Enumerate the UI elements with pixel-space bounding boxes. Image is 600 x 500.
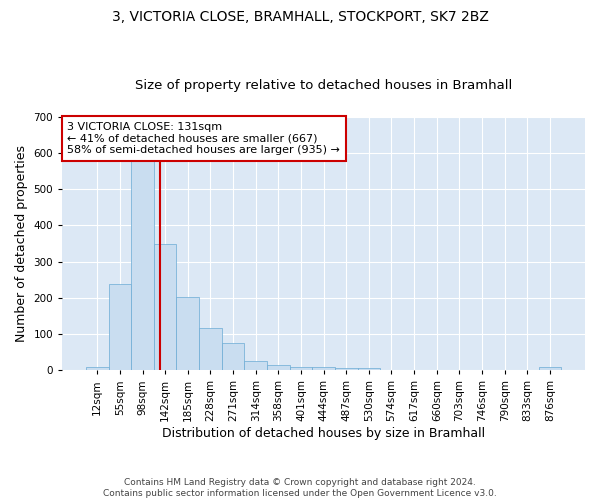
Title: Size of property relative to detached houses in Bramhall: Size of property relative to detached ho… (135, 79, 512, 92)
Text: 3 VICTORIA CLOSE: 131sqm
← 41% of detached houses are smaller (667)
58% of semi-: 3 VICTORIA CLOSE: 131sqm ← 41% of detach… (67, 122, 340, 155)
Bar (176, 297, 199, 370)
Text: 3, VICTORIA CLOSE, BRAMHALL, STOCKPORT, SK7 2BZ: 3, VICTORIA CLOSE, BRAMHALL, STOCKPORT, … (112, 10, 488, 24)
Bar (335, 368, 358, 370)
Bar (358, 368, 380, 370)
Bar (539, 368, 561, 370)
Bar (267, 365, 290, 370)
Bar (86, 368, 109, 370)
Bar (109, 284, 131, 370)
Bar (244, 361, 267, 370)
Bar (222, 344, 244, 370)
Text: Contains HM Land Registry data © Crown copyright and database right 2024.
Contai: Contains HM Land Registry data © Crown c… (103, 478, 497, 498)
Bar (154, 244, 176, 370)
Bar (312, 366, 335, 370)
Bar (131, 156, 154, 370)
Bar (199, 328, 222, 370)
Y-axis label: Number of detached properties: Number of detached properties (15, 145, 28, 342)
X-axis label: Distribution of detached houses by size in Bramhall: Distribution of detached houses by size … (162, 427, 485, 440)
Bar (290, 366, 312, 370)
